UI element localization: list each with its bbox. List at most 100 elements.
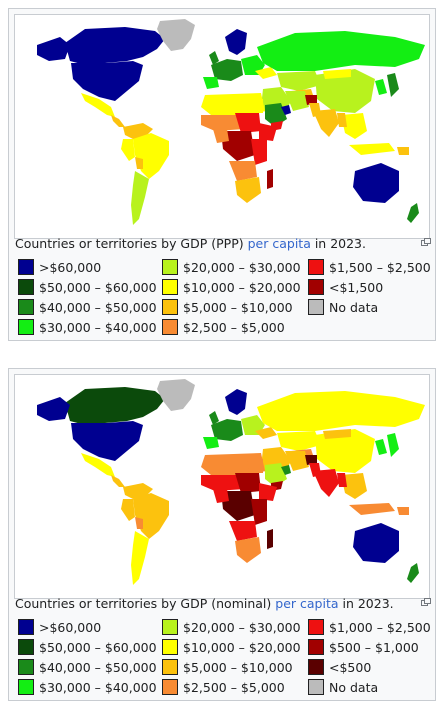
world-map-nominal[interactable] — [14, 374, 430, 599]
legend-item: $1,000 – $2,500 — [308, 617, 431, 637]
region-central-africa — [221, 131, 255, 161]
legend-swatch — [18, 639, 34, 655]
legend-swatch — [162, 319, 178, 335]
per-capita-link[interactable]: per capita — [275, 596, 339, 611]
region-afghanistan — [305, 455, 317, 465]
region-mexico — [81, 453, 115, 477]
legend-label: $1,500 – $2,500 — [329, 259, 431, 275]
region-png — [397, 507, 409, 515]
legend-column: >$60,000 $50,000 – $60,000 $40,000 – $50… — [18, 617, 157, 697]
legend-item: $40,000 – $50,000 — [18, 297, 157, 317]
region-chad-sudan — [235, 473, 261, 493]
legend-item: <$500 — [308, 657, 431, 677]
legend-item: $2,500 – $5,000 — [162, 677, 301, 697]
region-argentina-chile — [131, 171, 149, 225]
region-afghanistan — [305, 95, 317, 105]
legend-swatch — [18, 619, 34, 635]
legend-label: $2,500 – $5,000 — [183, 319, 285, 335]
enlarge-icon[interactable] — [421, 598, 431, 606]
legend-item: $5,000 – $10,000 — [162, 657, 301, 677]
region-southeast-asia — [341, 473, 367, 499]
legend-label: $5,000 – $10,000 — [183, 299, 293, 315]
region-canada — [65, 387, 165, 425]
region-china — [315, 429, 375, 473]
legend-column: >$60,000 $50,000 – $60,000 $40,000 – $50… — [18, 257, 157, 337]
legend-swatch — [162, 659, 178, 675]
legend-swatch — [162, 639, 178, 655]
region-ukraine — [255, 67, 277, 79]
region-mongolia — [323, 69, 351, 79]
region-egypt — [247, 99, 263, 113]
region-myanmar — [337, 113, 347, 127]
region-myanmar — [337, 473, 347, 487]
legend-item: $5,000 – $10,000 — [162, 297, 301, 317]
region-bolivia — [135, 157, 143, 169]
region-png — [397, 147, 409, 155]
legend-label: $50,000 – $60,000 — [39, 639, 157, 655]
region-china — [315, 69, 375, 113]
region-brazil — [133, 133, 169, 179]
legend-item: $20,000 – $30,000 — [162, 257, 301, 277]
legend-label: $40,000 – $50,000 — [39, 299, 157, 315]
region-greenland — [157, 19, 195, 51]
caption-text-end: in 2023. — [310, 236, 366, 251]
legend-label: $10,000 – $20,000 — [183, 639, 301, 655]
legend-item: $30,000 – $40,000 — [18, 677, 157, 697]
region-japan — [387, 433, 399, 457]
per-capita-link[interactable]: per capita — [247, 236, 311, 251]
region-bolivia — [135, 517, 143, 529]
region-mongolia — [323, 429, 351, 439]
region-east-africa — [251, 499, 267, 525]
region-iran — [285, 451, 309, 471]
legend-label: $2,500 – $5,000 — [183, 679, 285, 695]
legend-item: $10,000 – $20,000 — [162, 277, 301, 297]
region-australia — [353, 163, 399, 203]
legend-label: $1,000 – $2,500 — [329, 619, 431, 635]
map-caption: Countries or territories by GDP (PPP) pe… — [15, 236, 431, 252]
region-southeast-asia — [341, 113, 367, 139]
legend-label: No data — [329, 299, 379, 315]
legend-item: $1,500 – $2,500 — [308, 257, 431, 277]
region-uk — [209, 411, 219, 425]
region-mexico — [81, 93, 115, 117]
legend-column: $1,500 – $2,500 <$1,500 No data — [308, 257, 431, 317]
region-sahel — [201, 115, 245, 131]
region-ethiopia — [259, 483, 277, 501]
region-southern-africa — [235, 177, 261, 203]
legend-item: $20,000 – $30,000 — [162, 617, 301, 637]
figure-gdp-nominal: Countries or territories by GDP (nominal… — [8, 368, 436, 701]
region-central-america — [111, 475, 125, 487]
legend-swatch — [308, 679, 324, 695]
legend-swatch — [18, 679, 34, 695]
world-map-ppp[interactable] — [14, 14, 430, 239]
enlarge-icon[interactable] — [421, 238, 431, 246]
region-scandinavia — [225, 389, 247, 415]
region-saudi — [265, 103, 287, 127]
legend-item: $2,500 – $5,000 — [162, 317, 301, 337]
region-gulf — [281, 465, 291, 475]
region-gulf — [281, 105, 291, 115]
region-saudi — [265, 463, 287, 487]
legend-swatch — [162, 679, 178, 695]
region-kazakhstan — [277, 431, 321, 451]
region-madagascar — [267, 529, 273, 549]
caption-text: Countries or territories by GDP (PPP) — [15, 236, 248, 251]
region-ukraine — [255, 427, 277, 439]
region-argentina-chile — [131, 531, 149, 585]
region-western-europe — [211, 419, 243, 441]
region-australia — [353, 523, 399, 563]
legend-label: No data — [329, 679, 379, 695]
legend-item: No data — [308, 677, 431, 697]
region-iberia — [203, 437, 219, 449]
region-iberia — [203, 77, 219, 89]
legend-swatch — [18, 319, 34, 335]
legend-column: $20,000 – $30,000 $10,000 – $20,000 $5,0… — [162, 617, 301, 697]
region-russia — [257, 31, 425, 71]
region-western-europe — [211, 59, 243, 81]
region-central-africa — [221, 491, 255, 521]
caption-text-end: in 2023. — [338, 596, 394, 611]
legend-swatch — [162, 259, 178, 275]
region-india — [313, 469, 339, 497]
legend-item: $40,000 – $50,000 — [18, 657, 157, 677]
region-usa — [71, 61, 143, 101]
